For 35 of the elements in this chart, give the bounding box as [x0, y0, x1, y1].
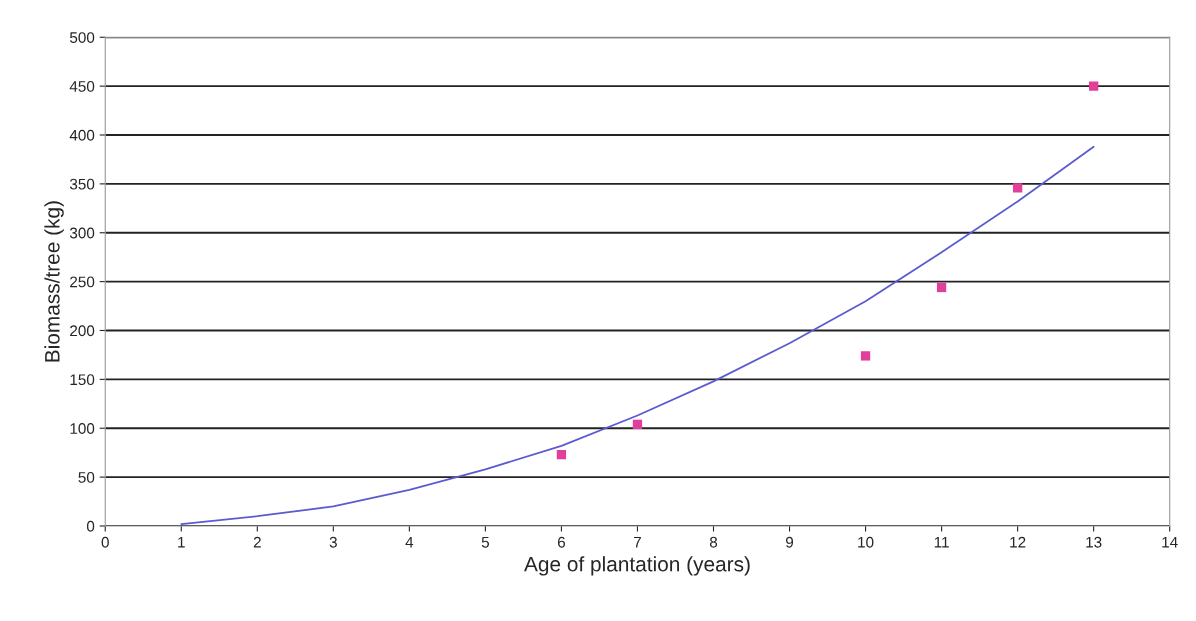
point — [1089, 81, 1099, 91]
x-tick-label: 6 — [557, 536, 566, 548]
y-tick-label: 0 — [86, 520, 95, 532]
y-tick-label: 300 — [69, 227, 95, 239]
x-tick-label: 11 — [934, 536, 949, 548]
y-tick-label: 50 — [78, 471, 95, 483]
x-tick-label: 7 — [634, 536, 641, 548]
y-tick-label: 250 — [70, 276, 95, 288]
point — [860, 351, 871, 361]
x-tick-label: 8 — [709, 536, 718, 548]
y-tick-label: 150 — [70, 374, 95, 386]
x-axis-title: Age of plantation (years) — [524, 556, 750, 576]
line-series — [180, 145, 1095, 525]
y-tick-label: 100 — [70, 423, 95, 434]
x-tick-label: 2 — [253, 536, 261, 548]
y-tick-label: 500 — [69, 32, 95, 43]
x-tick-label: 3 — [329, 536, 337, 548]
point — [556, 449, 567, 460]
x-tick-label: 12 — [1010, 536, 1026, 548]
x-tick-label: 14 — [1162, 536, 1178, 548]
x-tick-label: 13 — [1086, 536, 1102, 548]
x-tick-label: 0 — [101, 536, 109, 548]
point — [1012, 183, 1023, 193]
point — [632, 419, 643, 429]
x-tick-label: 9 — [786, 536, 794, 548]
y-axis-title: Biomass/tree (kg) — [44, 201, 64, 362]
x-tick-label: 4 — [405, 536, 414, 548]
point — [936, 282, 947, 293]
y-tick-label: 450 — [69, 81, 95, 92]
y-tick-label: 350 — [69, 178, 95, 190]
y-tick-label: 200 — [70, 325, 95, 337]
x-tick-label: 5 — [481, 536, 490, 548]
y-tick-label: 400 — [69, 129, 95, 141]
x-tick-label: 10 — [858, 536, 874, 548]
x-tick-label: 1 — [178, 536, 185, 548]
